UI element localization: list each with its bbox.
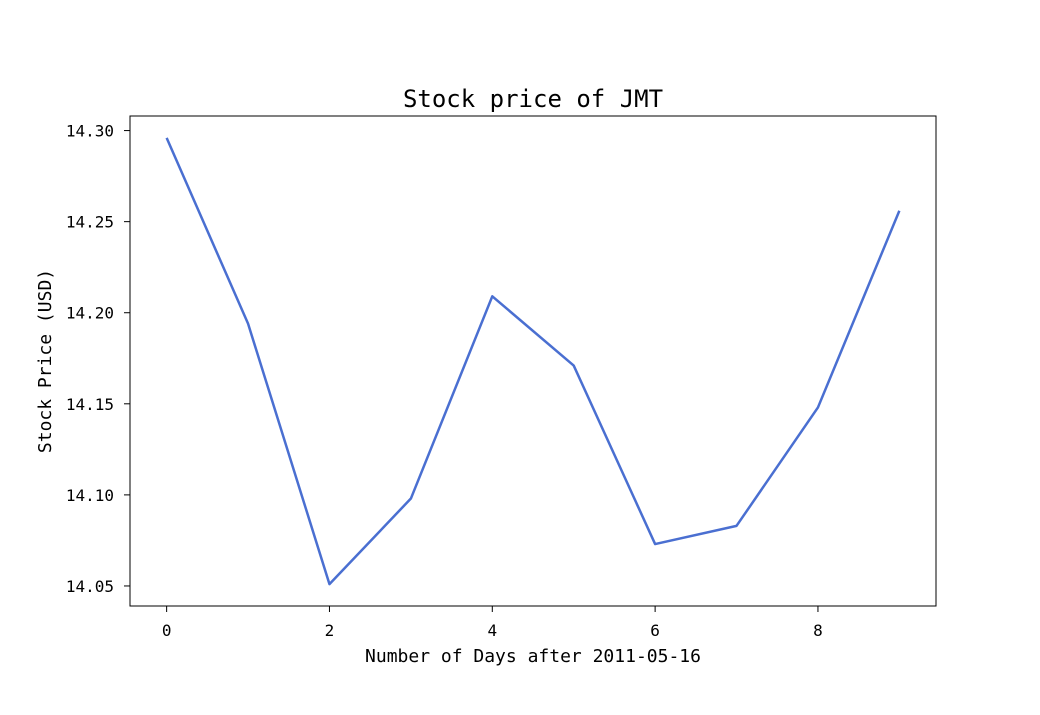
y-tick-label: 14.10 <box>66 486 114 505</box>
y-tick-label: 14.20 <box>66 304 114 323</box>
x-tick-label: 8 <box>813 621 823 640</box>
y-tick-label: 14.05 <box>66 577 114 596</box>
y-tick-label: 14.30 <box>66 122 114 141</box>
chart-title: Stock price of JMT <box>403 85 663 113</box>
x-axis-label: Number of Days after 2011-05-16 <box>365 646 701 667</box>
plot-area <box>129 115 937 607</box>
x-tick-label: 4 <box>487 621 497 640</box>
y-axis: 14.05 14.10 14.15 14.20 14.25 14.30 <box>66 122 130 596</box>
series-line <box>165 137 901 586</box>
y-tick-label: 14.25 <box>66 213 114 232</box>
x-tick-label: 0 <box>162 621 172 640</box>
x-axis: 0 2 4 6 8 <box>162 606 823 640</box>
y-tick-label: 14.15 <box>66 395 114 414</box>
x-tick-label: 2 <box>325 621 335 640</box>
series-layer <box>165 137 901 586</box>
y-axis-label: Stock Price (USD) <box>35 269 56 453</box>
x-tick-label: 6 <box>650 621 660 640</box>
